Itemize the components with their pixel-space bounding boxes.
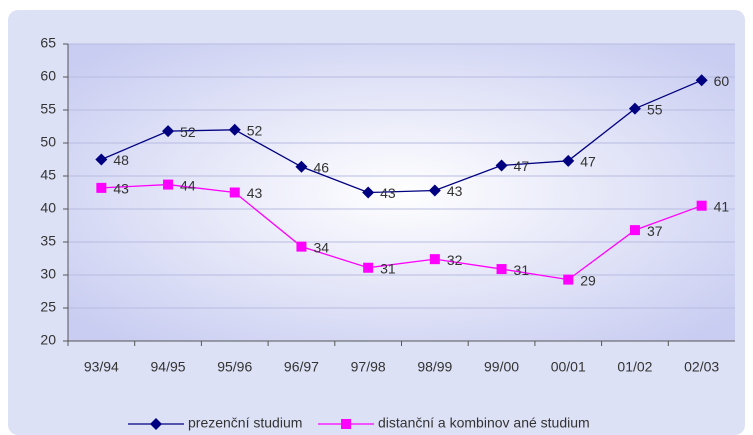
data-point xyxy=(162,125,175,138)
data-point xyxy=(95,153,108,166)
y-tick-label: 50 xyxy=(40,134,56,150)
data-label: 60 xyxy=(714,73,730,89)
data-label: 43 xyxy=(113,181,129,197)
data-label: 52 xyxy=(247,123,263,139)
data-point xyxy=(563,274,574,285)
legend-marker xyxy=(341,419,351,429)
data-point xyxy=(495,159,508,172)
data-label: 55 xyxy=(647,101,663,117)
y-tick-label: 45 xyxy=(40,167,56,183)
y-tick-label: 30 xyxy=(40,266,56,282)
x-tick-label: 96/97 xyxy=(284,359,319,375)
data-label: 31 xyxy=(514,262,530,278)
legend-marker xyxy=(150,418,162,430)
data-point xyxy=(629,225,640,236)
x-tick-label: 01/02 xyxy=(617,359,652,375)
data-point xyxy=(695,74,708,87)
x-tick-label: 99/00 xyxy=(484,359,519,375)
x-tick-label: 94/95 xyxy=(151,359,186,375)
data-point xyxy=(628,102,641,115)
y-tick-label: 25 xyxy=(40,299,56,315)
data-label: 47 xyxy=(514,158,530,174)
data-point xyxy=(429,254,440,265)
data-label: 43 xyxy=(380,185,396,201)
data-point xyxy=(96,182,107,193)
plot-area xyxy=(68,44,735,341)
data-label: 52 xyxy=(180,124,196,140)
legend-label: distanční a kombinov ané studium xyxy=(378,415,590,431)
data-label: 43 xyxy=(247,185,263,201)
y-tick-label: 35 xyxy=(40,233,56,249)
data-point xyxy=(229,187,240,198)
series-line xyxy=(101,79,702,194)
y-tick-label: 60 xyxy=(40,68,56,84)
data-label: 32 xyxy=(447,252,463,268)
data-point xyxy=(363,262,374,273)
data-label: 37 xyxy=(647,223,663,239)
data-point xyxy=(428,184,441,197)
data-label: 44 xyxy=(180,177,196,193)
data-label: 29 xyxy=(580,272,596,288)
data-point xyxy=(163,179,174,190)
data-point xyxy=(562,154,575,167)
data-point xyxy=(295,160,308,173)
y-tick-label: 20 xyxy=(40,332,56,348)
y-tick-label: 65 xyxy=(40,35,56,51)
x-tick-label: 00/01 xyxy=(551,359,586,375)
data-label: 34 xyxy=(313,239,329,255)
data-label: 43 xyxy=(447,183,463,199)
x-tick-label: 02/03 xyxy=(684,359,719,375)
data-label: 46 xyxy=(313,159,329,175)
data-label: 41 xyxy=(714,198,730,214)
legend-label: prezenční studium xyxy=(188,415,302,431)
x-tick-label: 95/96 xyxy=(217,359,252,375)
data-label: 31 xyxy=(380,260,396,276)
data-point xyxy=(362,186,375,199)
data-label: 47 xyxy=(580,154,596,170)
y-tick-label: 55 xyxy=(40,101,56,117)
data-point xyxy=(228,123,241,136)
y-tick-label: 40 xyxy=(40,200,56,216)
x-tick-label: 98/99 xyxy=(417,359,452,375)
x-tick-label: 93/94 xyxy=(84,359,119,375)
series-line xyxy=(101,183,702,281)
data-label: 48 xyxy=(113,152,129,168)
data-point xyxy=(296,241,307,252)
x-tick-label: 97/98 xyxy=(351,359,386,375)
data-point xyxy=(496,264,507,275)
data-point xyxy=(696,200,707,211)
